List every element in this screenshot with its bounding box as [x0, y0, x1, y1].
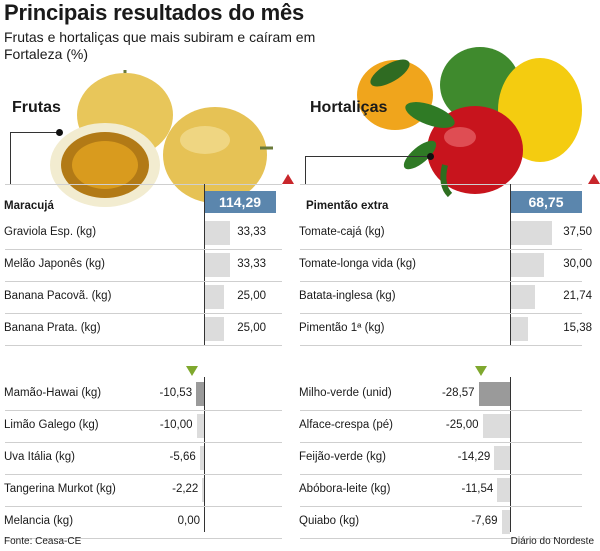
row-divider: [5, 410, 282, 411]
vegetables-bar: [494, 446, 510, 470]
fruits-bar: [205, 317, 224, 341]
vegetables-item-label: Batata-inglesa (kg): [299, 290, 396, 302]
vegetables-item-value: 37,50: [563, 226, 592, 238]
vegetables-bar: [511, 253, 544, 277]
row-divider: [300, 538, 582, 539]
fruits-bar: [202, 478, 204, 502]
fruits-fall-indicator-icon: [186, 366, 198, 376]
vegetables-axis-upper: [510, 184, 511, 346]
credit-note: Diário do Nordeste: [510, 536, 594, 547]
row-divider: [5, 249, 282, 250]
vegetables-top-line: [300, 184, 582, 185]
row-divider: [300, 410, 582, 411]
fruits-callout-line: [10, 132, 59, 185]
fruits-bar: [205, 253, 230, 277]
fruits-bar: [205, 221, 230, 245]
vegetables-bar: [511, 285, 535, 309]
fruits-item-label: Uva Itália (kg): [4, 451, 75, 463]
fruits-axis-upper: [204, 184, 205, 346]
vegetables-item-label: Alface-crespa (pé): [299, 419, 393, 431]
fruits-item-value: -10,00: [159, 419, 193, 431]
vegetables-item-value: -14,29: [457, 451, 491, 463]
vegetables-item-value: -11,54: [461, 483, 494, 495]
fruits-bar: [199, 446, 204, 470]
row-divider: [300, 249, 582, 250]
vegetables-item-value: -28,57: [441, 387, 475, 399]
row-divider: [300, 506, 582, 507]
row-divider: [5, 506, 282, 507]
vegetables-top-item-label: Pimentão extra: [306, 200, 389, 212]
row-divider: [300, 281, 582, 282]
row-divider: [5, 345, 282, 346]
vegetables-bar: [511, 317, 528, 341]
page-subtitle: Frutas e hortaliças que mais subiram e c…: [4, 29, 316, 62]
vegetables-axis-lower: [510, 377, 511, 532]
row-divider: [5, 474, 282, 475]
fruits-item-label: Banana Pacovã. (kg): [4, 290, 112, 302]
fruits-bar: [196, 382, 204, 406]
fruits-top-item-label: Maracujá: [4, 200, 54, 212]
vegetables-item-label: Abóbora-leite (kg): [299, 483, 391, 495]
fruits-item-value: 25,00: [237, 290, 266, 302]
fruits-item-value: 25,00: [237, 322, 266, 334]
vegetables-rise-indicator-icon: [588, 174, 600, 184]
fruits-item-label: Limão Galego (kg): [4, 419, 99, 431]
vegetables-item-label: Quiabo (kg): [299, 515, 360, 527]
vegetables-item-value: 21,74: [563, 290, 592, 302]
vegetables-item-label: Pimentão 1ª (kg): [299, 322, 385, 334]
vegetables-item-label: Feijão-verde (kg): [299, 451, 386, 463]
vegetables-item-label: Tomate-cajá (kg): [299, 226, 385, 238]
fruits-callout-dot: [56, 129, 63, 136]
fruits-item-value: -10,53: [159, 387, 193, 399]
vegetables-top-item-value: 68,75: [510, 191, 582, 213]
fruits-item-value: -5,66: [169, 451, 196, 463]
row-divider: [300, 442, 582, 443]
vegetables-callout-line: [305, 156, 430, 185]
vegetables-bar: [501, 510, 510, 534]
fruits-bar: [196, 414, 204, 438]
row-divider: [5, 538, 282, 539]
fruits-axis-lower: [204, 377, 205, 532]
fruits-item-value: 33,33: [237, 226, 266, 238]
vegetables-bar: [478, 382, 510, 406]
fruits-item-value: -2,22: [172, 483, 199, 495]
fruits-item-label: Mamão-Hawai (kg): [4, 387, 102, 399]
passion-fruit-image: [50, 70, 273, 207]
fruits-item-label: Graviola Esp. (kg): [4, 226, 97, 238]
source-note: Fonte: Ceasa-CE: [4, 536, 82, 547]
row-divider: [5, 442, 282, 443]
vegetables-bar: [482, 414, 510, 438]
fruits-top-line: [5, 184, 282, 185]
fruits-item-value: 33,33: [237, 258, 266, 270]
vegetables-item-value: -7,69: [471, 515, 498, 527]
fruits-bar: [205, 285, 224, 309]
vegetables-bar: [511, 221, 553, 245]
row-divider: [300, 345, 582, 346]
row-divider: [5, 313, 282, 314]
fruits-item-label: Tangerina Murkot (kg): [4, 483, 116, 495]
vegetables-item-value: 15,38: [563, 322, 592, 334]
fruits-rise-indicator-icon: [282, 174, 294, 184]
vegetables-item-label: Milho-verde (unid): [299, 387, 392, 399]
fruits-section-title: Frutas: [12, 99, 61, 116]
row-divider: [5, 281, 282, 282]
vegetables-item-label: Tomate-longa vida (kg): [299, 258, 416, 270]
vegetables-item-value: -25,00: [445, 419, 479, 431]
fruits-top-item-value: 114,29: [204, 191, 276, 213]
vegetables-item-value: 30,00: [563, 258, 592, 270]
row-divider: [300, 474, 582, 475]
vegetables-callout-dot: [427, 153, 434, 160]
fruits-item-value: 0,00: [177, 515, 200, 527]
page-title: Principais resultados do mês: [4, 0, 305, 25]
fruits-item-label: Melancia (kg): [4, 515, 74, 527]
vegetables-bar: [497, 478, 510, 502]
vegetables-section-title: Hortaliças: [310, 99, 388, 116]
vegetables-fall-indicator-icon: [475, 366, 487, 376]
fruits-item-label: Banana Prata. (kg): [4, 322, 101, 334]
bell-peppers-image: [357, 47, 582, 198]
fruits-item-label: Melão Japonês (kg): [4, 258, 105, 270]
row-divider: [300, 313, 582, 314]
